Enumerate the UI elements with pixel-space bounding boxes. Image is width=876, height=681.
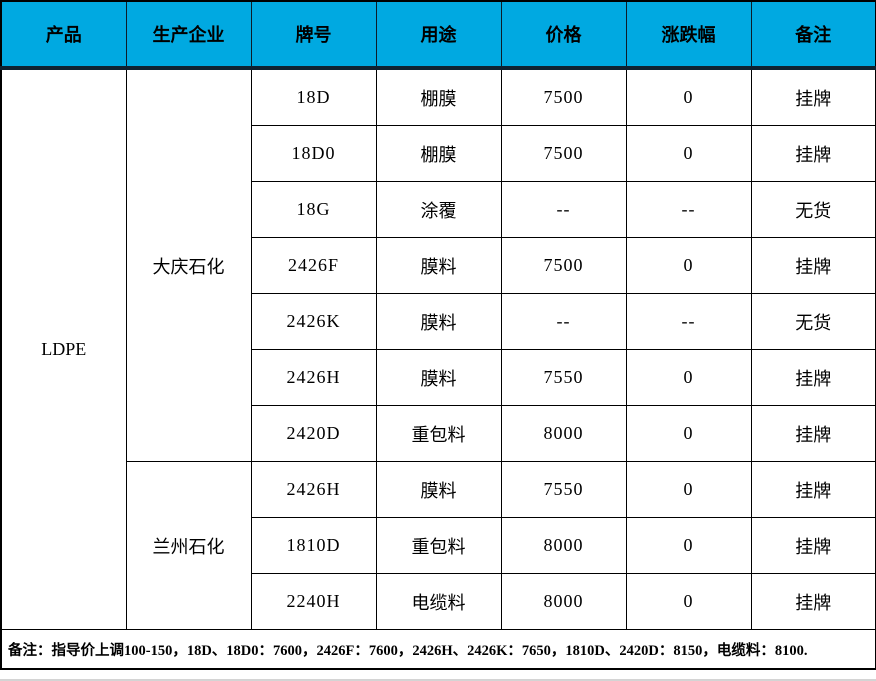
grade-cell: 2240H	[250, 573, 377, 630]
grade-cell: 18G	[250, 181, 377, 238]
change-cell: 0	[625, 517, 752, 574]
price-cell: 8000	[500, 517, 627, 574]
use-cell: 棚膜	[375, 125, 502, 182]
grade-cell: 2426F	[250, 237, 377, 294]
change-cell: --	[625, 293, 752, 350]
producer-cell: 兰州石化	[125, 461, 252, 630]
change-cell: 0	[625, 125, 752, 182]
grade-cell: 2420D	[250, 405, 377, 462]
col-header-use: 用途	[375, 0, 502, 70]
price-cell: 8000	[500, 405, 627, 462]
table-row: 18D0 棚膜 7500 0 挂牌	[1, 125, 876, 182]
col-header-producer: 生产企业	[125, 0, 252, 70]
use-cell: 膜料	[375, 461, 502, 518]
note-cell: 挂牌	[750, 461, 876, 518]
table-row: 兰州石化 2426H 膜料 7550 0 挂牌	[1, 461, 876, 630]
price-cell: --	[500, 293, 627, 350]
note-cell: 挂牌	[750, 237, 876, 294]
change-cell: 0	[625, 461, 752, 518]
price-cell: 7550	[500, 461, 627, 518]
use-cell: 涂覆	[375, 181, 502, 238]
product-cell: LDPE	[0, 67, 127, 630]
price-cell: 7500	[500, 125, 627, 182]
note-cell: 无货	[750, 293, 876, 350]
note-cell: 挂牌	[750, 349, 876, 406]
table-header-row: 产品 生产企业 牌号 用途 价格 涨跌幅 备注	[0, 0, 876, 70]
table-row: 2426H 膜料 7550 0 挂牌	[1, 349, 876, 406]
table-row: LDPE 大庆石化 18D 棚膜 7500 0 挂牌	[0, 67, 876, 630]
price-cell: 7500	[500, 237, 627, 294]
change-cell: --	[625, 181, 752, 238]
grade-cell: 2426K	[250, 293, 377, 350]
col-header-change: 涨跌幅	[625, 0, 752, 70]
use-cell: 膜料	[375, 237, 502, 294]
use-cell: 膜料	[375, 293, 502, 350]
table-row: 2420D 重包料 8000 0 挂牌	[1, 405, 876, 462]
change-cell: 0	[625, 573, 752, 630]
footnote-text: 备注：指导价上调100-150，18D、18D0：7600，2426F：7600…	[0, 629, 876, 670]
use-cell: 电缆料	[375, 573, 502, 630]
use-cell: 重包料	[375, 405, 502, 462]
col-header-grade: 牌号	[250, 0, 377, 70]
col-header-price: 价格	[500, 0, 627, 70]
table-row: 2240H 电缆料 8000 0 挂牌	[1, 573, 876, 630]
col-header-product: 产品	[0, 0, 127, 70]
producer-cell: 大庆石化	[125, 67, 252, 462]
use-cell: 棚膜	[375, 67, 502, 126]
table-row: 2426K 膜料 -- -- 无货	[1, 293, 876, 350]
price-cell: 7550	[500, 349, 627, 406]
note-cell: 挂牌	[750, 67, 876, 126]
note-cell: 无货	[750, 181, 876, 238]
grade-cell: 1810D	[250, 517, 377, 574]
price-cell: 8000	[500, 573, 627, 630]
use-cell: 重包料	[375, 517, 502, 574]
change-cell: 0	[625, 237, 752, 294]
table-row: 1810D 重包料 8000 0 挂牌	[1, 517, 876, 574]
note-cell: 挂牌	[750, 517, 876, 574]
table-body: LDPE 大庆石化 18D 棚膜 7500 0 挂牌 18D0 棚膜 7500 0 挂牌 18G 涂覆 --…	[0, 67, 876, 630]
col-header-note: 备注	[750, 0, 876, 70]
change-cell: 0	[625, 405, 752, 462]
change-cell: 0	[625, 349, 752, 406]
change-cell: 0	[625, 67, 752, 126]
price-cell: 7500	[500, 67, 627, 126]
use-cell: 膜料	[375, 349, 502, 406]
price-cell: --	[500, 181, 627, 238]
note-cell: 挂牌	[750, 125, 876, 182]
grade-cell: 18D	[250, 67, 377, 126]
grade-cell: 2426H	[250, 349, 377, 406]
footnote-row: 备注：指导价上调100-150，18D、18D0：7600，2426F：7600…	[0, 629, 876, 670]
note-cell: 挂牌	[750, 405, 876, 462]
grade-cell: 18D0	[250, 125, 377, 182]
grade-cell: 2426H	[250, 461, 377, 518]
note-cell: 挂牌	[750, 573, 876, 630]
